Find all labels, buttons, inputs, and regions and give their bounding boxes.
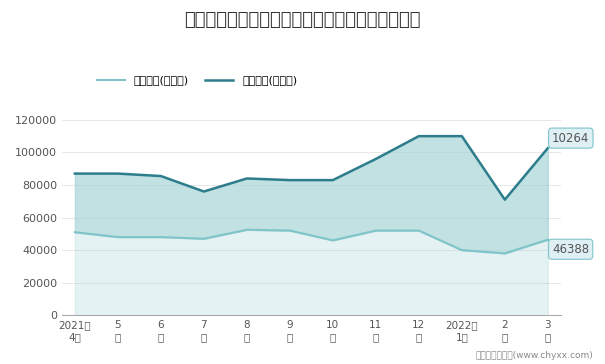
Text: 制图：智研咨询(www.chyxx.com): 制图：智研咨询(www.chyxx.com) [475,351,593,360]
Text: 10264: 10264 [549,132,589,148]
Text: 46388: 46388 [549,240,589,256]
Text: 近一年中国涂料、油墨、颜料等进出口金额统计图: 近一年中国涂料、油墨、颜料等进出口金额统计图 [185,11,420,29]
Legend: 进口金额(万美元), 出口金额(万美元): 进口金额(万美元), 出口金额(万美元) [93,71,302,90]
